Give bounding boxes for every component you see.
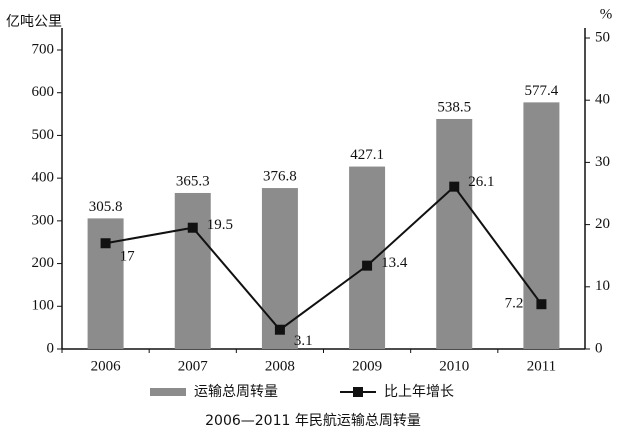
bar-value-label: 376.8 bbox=[263, 168, 297, 184]
line-marker bbox=[362, 260, 373, 271]
line-value-label: 3.1 bbox=[294, 333, 313, 349]
y2-tick-label: 0 bbox=[595, 340, 603, 356]
x-tick-label: 2007 bbox=[178, 358, 209, 374]
legend-swatch bbox=[150, 388, 186, 396]
bar-value-label: 305.8 bbox=[89, 199, 123, 215]
bar bbox=[349, 166, 386, 349]
y-tick-label: 300 bbox=[32, 212, 55, 228]
line-marker bbox=[449, 181, 460, 192]
line-value-label: 13.4 bbox=[381, 255, 408, 271]
legend-label: 运输总周转量 bbox=[194, 384, 278, 400]
y-tick-label: 600 bbox=[32, 84, 55, 100]
line-value-label: 19.5 bbox=[207, 217, 233, 233]
line-marker bbox=[536, 299, 547, 310]
bar-value-label: 577.4 bbox=[525, 83, 559, 99]
line-marker bbox=[100, 238, 111, 249]
y2-tick-label: 40 bbox=[595, 92, 610, 108]
bar bbox=[436, 118, 473, 349]
line bbox=[105, 185, 543, 332]
bar-value-label: 427.1 bbox=[350, 147, 384, 163]
line-marker bbox=[187, 222, 198, 233]
legend-swatch bbox=[353, 387, 363, 397]
chart-title: 2006—2011 年民航运输总周转量 bbox=[205, 413, 421, 429]
legend-label: 比上年增长 bbox=[384, 384, 454, 400]
y-tick-label: 200 bbox=[32, 255, 55, 271]
y2-tick-label: 10 bbox=[595, 278, 610, 294]
line-value-label: 7.2 bbox=[505, 296, 524, 312]
bar bbox=[87, 218, 124, 349]
y-axis-title: 亿吨公里 bbox=[6, 14, 62, 30]
y-tick-label: 100 bbox=[32, 298, 55, 314]
y2-tick-label: 50 bbox=[595, 29, 610, 45]
bar-value-label: 538.5 bbox=[437, 99, 471, 115]
y-tick-label: 400 bbox=[32, 170, 55, 186]
bar-value-label: 365.3 bbox=[176, 173, 210, 189]
y-tick-label: 700 bbox=[32, 41, 55, 57]
bar bbox=[261, 188, 298, 349]
x-tick-label: 2008 bbox=[265, 358, 295, 374]
line-value-label: 26.1 bbox=[468, 174, 494, 190]
x-tick-label: 2006 bbox=[91, 358, 122, 374]
x-tick-label: 2011 bbox=[527, 358, 556, 374]
y2-axis-title: % bbox=[600, 6, 613, 22]
y2-tick-label: 30 bbox=[595, 154, 610, 170]
x-tick-label: 2009 bbox=[352, 358, 382, 374]
y2-tick-label: 20 bbox=[595, 216, 610, 232]
y-tick-label: 0 bbox=[47, 340, 55, 356]
bar bbox=[523, 102, 560, 350]
line-value-label: 17 bbox=[120, 249, 136, 265]
y-tick-label: 500 bbox=[32, 127, 55, 143]
line-marker bbox=[274, 324, 285, 335]
x-tick-label: 2010 bbox=[439, 358, 469, 374]
bar bbox=[174, 192, 211, 349]
